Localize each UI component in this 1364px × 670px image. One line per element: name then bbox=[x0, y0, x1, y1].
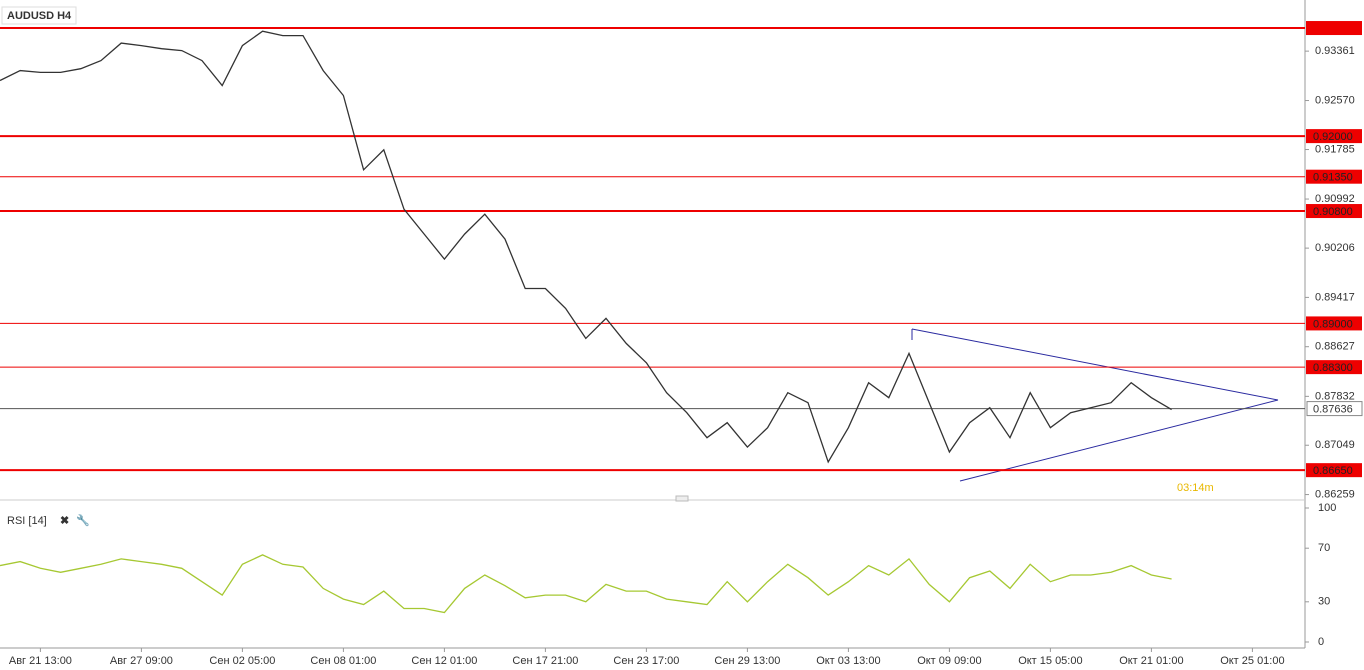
x-tick-label: Окт 25 01:00 bbox=[1220, 655, 1284, 667]
x-tick-label: Окт 15 05:00 bbox=[1018, 655, 1082, 667]
level-label: 0.91350 bbox=[1313, 172, 1353, 184]
chart-title: AUDUSD H4 bbox=[7, 10, 72, 22]
x-tick-label: Сен 23 17:00 bbox=[613, 655, 679, 667]
level-label-box bbox=[1306, 129, 1362, 144]
level-label: 0.89000 bbox=[1313, 318, 1353, 330]
y-tick-label: 100 bbox=[1318, 502, 1336, 514]
x-tick-label: Сен 08 01:00 bbox=[310, 655, 376, 667]
y-tick-label: 0.92570 bbox=[1315, 94, 1355, 106]
y-tick-label: 0.87832 bbox=[1315, 390, 1355, 402]
x-tick-label: Авг 27 09:00 bbox=[110, 655, 173, 667]
title-box bbox=[1, 6, 77, 25]
current-price-label: 0.87636 bbox=[1313, 403, 1353, 415]
countdown: 03:14m bbox=[1177, 482, 1214, 494]
y-tick-label: 0 bbox=[1318, 636, 1324, 648]
settings-icon[interactable]: 🔧 bbox=[76, 513, 90, 527]
level-label: 0.92000 bbox=[1313, 131, 1353, 143]
x-tick-label: Сен 29 13:00 bbox=[714, 655, 780, 667]
level-label-box bbox=[1306, 204, 1362, 219]
y-tick-label: 0.90992 bbox=[1315, 193, 1355, 205]
y-tick-label: 0.89417 bbox=[1315, 291, 1355, 303]
x-tick-label: Сен 02 05:00 bbox=[209, 655, 275, 667]
y-tick-label: 0.88627 bbox=[1315, 341, 1355, 353]
close-icon[interactable]: ✖ bbox=[60, 515, 69, 527]
y-tick-label: 70 bbox=[1318, 542, 1330, 554]
x-tick-label: Окт 03 13:00 bbox=[816, 655, 880, 667]
level-label: 0.88300 bbox=[1313, 362, 1353, 374]
x-tick-label: Окт 21 01:00 bbox=[1119, 655, 1183, 667]
level-label: 0.86650 bbox=[1313, 465, 1353, 477]
y-tick-label: 30 bbox=[1318, 596, 1330, 608]
y-tick-label: 0.86259 bbox=[1315, 488, 1355, 500]
y-tick-label: 0.93361 bbox=[1315, 45, 1355, 57]
level-label-box bbox=[1306, 463, 1362, 478]
x-tick-label: Авг 21 13:00 bbox=[9, 655, 72, 667]
x-tick-label: Сен 17 21:00 bbox=[512, 655, 578, 667]
triangle-drawing[interactable] bbox=[911, 328, 1279, 482]
level-label: 0.90800 bbox=[1313, 206, 1353, 218]
resize-handle[interactable] bbox=[675, 495, 689, 502]
y-tick-label: 0.91785 bbox=[1315, 143, 1355, 155]
y-tick-label: 0.90206 bbox=[1315, 242, 1355, 254]
level-label-box bbox=[1306, 21, 1362, 36]
level-label-box bbox=[1306, 169, 1362, 184]
x-tick-label: Сен 12 01:00 bbox=[411, 655, 477, 667]
y-tick-label: 0.87049 bbox=[1315, 439, 1355, 451]
x-tick-label: Окт 09 09:00 bbox=[917, 655, 981, 667]
rsi-title: RSI [14] bbox=[7, 515, 47, 527]
series-line bbox=[0, 30, 1172, 464]
level-label-box bbox=[1306, 316, 1362, 331]
series-line bbox=[0, 554, 1172, 614]
current-price-box bbox=[1306, 401, 1363, 417]
level-label-box bbox=[1306, 360, 1362, 375]
